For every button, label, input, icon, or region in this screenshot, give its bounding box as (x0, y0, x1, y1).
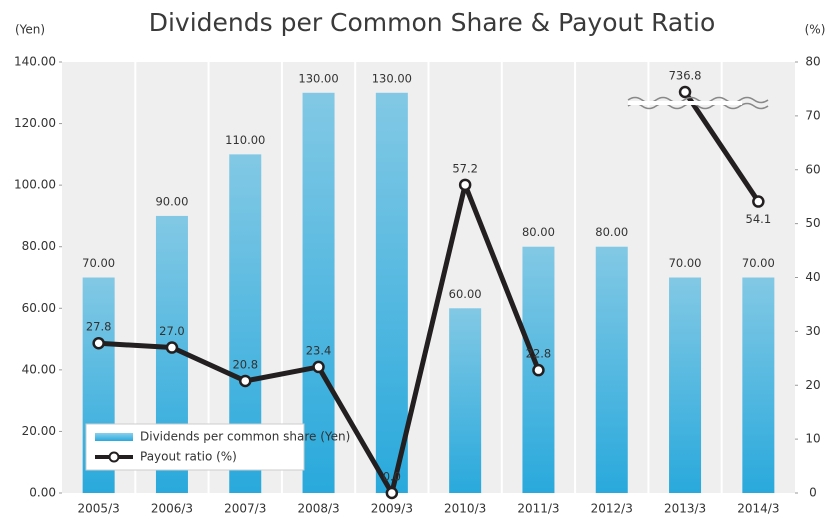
line (682, 90, 761, 203)
y-tick-label: 140.00 (14, 55, 56, 69)
x-tick-label: 2006/3 (151, 502, 193, 516)
bar-value-label: 110.00 (225, 133, 265, 147)
line-marker (532, 363, 545, 377)
bar-value-label: 70.00 (742, 256, 775, 270)
line-marker (458, 178, 472, 192)
x-tick-label: 2009/3 (371, 502, 413, 516)
y2-tick-label: 70 (805, 108, 820, 122)
x-tick-label: 2013/3 (664, 502, 706, 516)
line-value-label: 57.2 (452, 161, 478, 175)
bar (449, 308, 482, 493)
y2-tick-label: 40 (805, 270, 820, 284)
line-marker (312, 360, 325, 374)
bar-value-label: 130.00 (298, 71, 338, 85)
line-value-label: 0.0 (383, 470, 401, 484)
y2-tick-label: 80 (805, 55, 820, 69)
line-value-label: 22.8 (526, 347, 552, 361)
y-axis-label: (Yen) (15, 23, 45, 37)
y-tick-label: 60.00 (22, 301, 56, 315)
y2-axis-label: (%) (805, 23, 826, 37)
legend-box (85, 423, 305, 471)
bar (669, 277, 702, 493)
x-tick-label: 2008/3 (297, 502, 339, 516)
legend-swatch-marker (108, 451, 120, 463)
line-value-label: 736.8 (669, 69, 702, 83)
axis-break-gap (628, 101, 743, 105)
axis-break (627, 102, 769, 110)
y-tick-label: 80.00 (22, 239, 56, 253)
chart-title: Dividends per Common Share & Payout Rati… (149, 8, 716, 37)
line-marker (92, 336, 105, 350)
legend-swatch (95, 433, 133, 441)
y-tick-label: 100.00 (14, 178, 56, 192)
bar-value-label: 70.00 (82, 256, 115, 270)
y2-tick-label: 30 (805, 324, 820, 338)
bar-value-label: 70.00 (669, 256, 702, 270)
y-tick-label: 40.00 (22, 362, 56, 376)
x-tick-label: 2011/3 (517, 502, 559, 516)
line-value-label: 23.4 (306, 343, 332, 357)
y-tick-label: 0.00 (29, 486, 56, 500)
y2-tick-label: 0 (809, 486, 817, 500)
line-value-label: 54.1 (746, 212, 772, 226)
line-marker (752, 195, 765, 208)
line-value-label: 20.8 (232, 357, 258, 371)
y2-tick-label: 10 (805, 432, 820, 446)
line-marker (165, 341, 179, 354)
bar (595, 246, 628, 493)
y2-tick-label: 20 (805, 378, 820, 392)
bar (375, 92, 408, 494)
x-tick-label: 2012/3 (591, 502, 633, 516)
x-tick-label: 2010/3 (444, 502, 486, 516)
legend-label: Payout ratio (%) (140, 450, 237, 464)
line-marker (385, 486, 399, 500)
bar-value-label: 80.00 (522, 225, 555, 239)
bar-value-label: 60.00 (449, 287, 482, 301)
line-marker (678, 85, 692, 99)
x-tick-label: 2014/3 (737, 502, 779, 516)
x-tick-label: 2007/3 (224, 502, 266, 516)
line-value-label: 27.0 (159, 324, 185, 338)
y2-tick-label: 50 (805, 216, 820, 230)
legend-label: Dividends per common share (Yen) (140, 430, 350, 444)
line-marker (239, 374, 252, 388)
bar-value-label: 90.00 (155, 194, 188, 208)
y-tick-label: 120.00 (14, 116, 56, 130)
bar-value-label: 130.00 (372, 71, 412, 85)
bar (302, 92, 335, 494)
y-tick-label: 20.00 (22, 424, 56, 438)
x-tick-label: 2005/3 (78, 502, 120, 516)
y2-tick-label: 60 (805, 162, 820, 176)
line-value-label: 27.8 (86, 320, 112, 334)
bar-value-label: 80.00 (595, 225, 628, 239)
bar (742, 277, 775, 493)
